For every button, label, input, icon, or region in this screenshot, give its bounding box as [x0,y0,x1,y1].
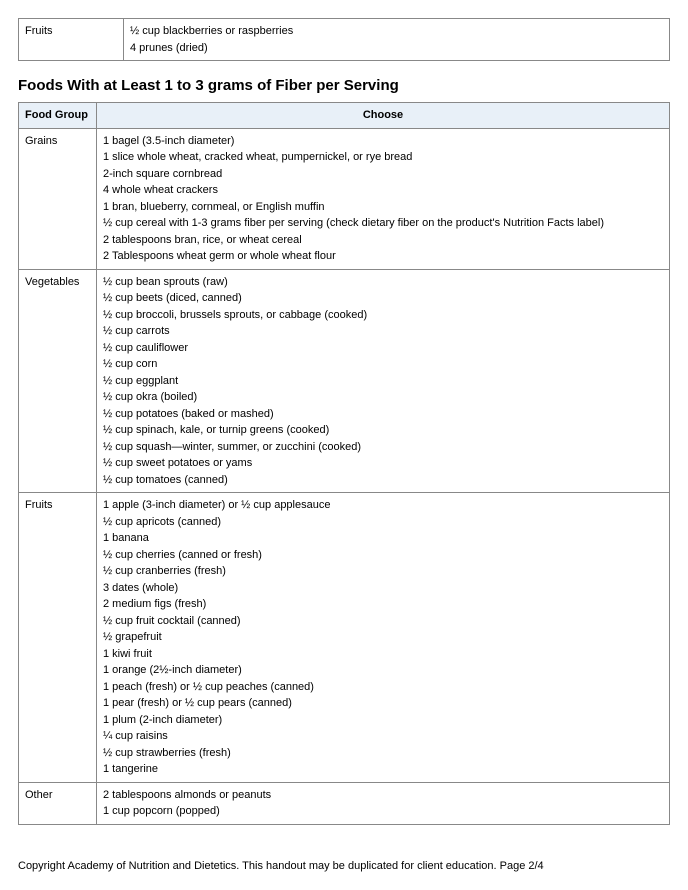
top-fragment-table: Fruits½ cup blackberries or raspberries4… [18,18,670,61]
table-row: Fruits1 apple (3-inch diameter) or ½ cup… [19,493,670,783]
table-row: Grains1 bagel (3.5-inch diameter)1 slice… [19,128,670,269]
section-heading: Foods With at Least 1 to 3 grams of Fibe… [18,77,670,94]
table-row: Fruits½ cup blackberries or raspberries4… [19,19,670,61]
food-group-cell: Vegetables [19,269,97,493]
col-header-choose: Choose [97,103,670,129]
choose-cell: ½ cup blackberries or raspberries4 prune… [124,19,670,61]
table-row: Other2 tablespoons almonds or peanuts1 c… [19,782,670,824]
choose-cell: 1 apple (3-inch diameter) or ½ cup apple… [97,493,670,783]
main-fiber-table: Food Group Choose Grains1 bagel (3.5-inc… [18,102,670,825]
food-group-cell: Grains [19,128,97,269]
page-footer: Copyright Academy of Nutrition and Diete… [18,860,670,872]
col-header-food-group: Food Group [19,103,97,129]
main-table-body: Grains1 bagel (3.5-inch diameter)1 slice… [19,128,670,824]
top-table-body: Fruits½ cup blackberries or raspberries4… [19,19,670,61]
food-group-cell: Fruits [19,19,124,61]
table-row: Vegetables½ cup bean sprouts (raw)½ cup … [19,269,670,493]
choose-cell: 2 tablespoons almonds or peanuts1 cup po… [97,782,670,824]
food-group-cell: Other [19,782,97,824]
choose-cell: 1 bagel (3.5-inch diameter)1 slice whole… [97,128,670,269]
table-header-row: Food Group Choose [19,103,670,129]
choose-cell: ½ cup bean sprouts (raw)½ cup beets (dic… [97,269,670,493]
food-group-cell: Fruits [19,493,97,783]
